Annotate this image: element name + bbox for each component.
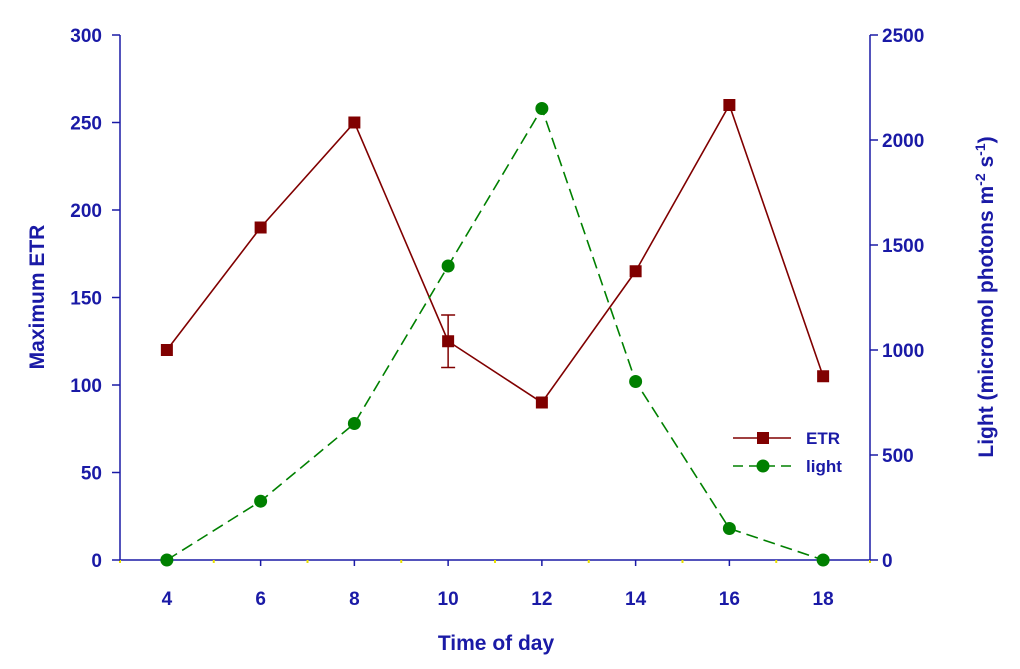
- y-left-axis-title: Maximum ETR: [26, 225, 49, 370]
- data-point-light: [535, 102, 549, 115]
- x-axis-title: Time of day: [438, 632, 555, 655]
- x-tick-label: 14: [625, 589, 647, 610]
- series-ETR: [160, 99, 830, 409]
- data-point-ETR: [442, 335, 455, 348]
- y-right-tick-label: 500: [882, 446, 914, 467]
- y-right-tick-label: 1500: [882, 236, 924, 257]
- data-point-light: [254, 494, 268, 508]
- legend-label-ETR: ETR: [806, 429, 840, 448]
- data-point-light: [722, 522, 736, 535]
- data-point-light: [347, 417, 361, 430]
- y-right-title-mid: s: [975, 156, 998, 174]
- y-right-tick-label: 1000: [882, 341, 924, 362]
- y-right-axis-title: Light (micromol photons m-2 s-1): [972, 136, 998, 457]
- y-right-title-sup1: -2: [972, 173, 988, 186]
- series-light: [160, 102, 830, 567]
- axes: 4 6 8 10 12 14 16 18 0 50 100 150 200 250 300 0 500 1000 1…: [70, 26, 924, 610]
- series-layer: [160, 99, 830, 567]
- y-left-tick-label: 150: [70, 289, 102, 310]
- x-tick-label: 10: [438, 589, 459, 610]
- data-point-ETR: [629, 265, 642, 278]
- x-tick-label: 12: [531, 589, 552, 610]
- legend-marker-ETR: [757, 432, 769, 444]
- x-tick-label: 8: [349, 589, 360, 610]
- data-point-light: [629, 375, 643, 388]
- legend-item-ETR: ETR: [733, 429, 840, 448]
- y-left-tick-label: 0: [91, 551, 102, 572]
- data-point-light: [441, 259, 455, 273]
- legend-item-light: light: [733, 457, 842, 476]
- x-tick-label: 6: [255, 589, 266, 610]
- x-tick-label: 16: [719, 589, 740, 610]
- y-left-tick-label: 300: [70, 26, 102, 47]
- data-point-ETR: [348, 116, 361, 129]
- data-point-ETR: [254, 221, 267, 234]
- legend-label-light: light: [806, 457, 842, 476]
- data-point-ETR: [535, 396, 548, 409]
- y-left-tick-label: 200: [70, 201, 102, 222]
- data-point-ETR: [723, 99, 736, 111]
- y-right-title-main: Light (micromol photons m: [975, 186, 998, 458]
- y-right-tick-label: 0: [882, 551, 893, 572]
- x-tick-label: 4: [162, 589, 173, 610]
- data-point-ETR: [817, 370, 830, 383]
- y-right-title-end: ): [975, 136, 998, 143]
- data-point-ETR: [160, 344, 173, 356]
- data-point-light: [160, 553, 174, 567]
- x-tick-label: 18: [813, 589, 834, 610]
- y-left-tick-label: 250: [70, 114, 102, 135]
- y-right-title-sup2: -1: [972, 143, 988, 156]
- y-left-tick-label: 100: [70, 376, 102, 397]
- data-point-light: [816, 553, 830, 567]
- y-left-tick-label: 50: [81, 464, 102, 485]
- legend-marker-light: [756, 459, 770, 473]
- y-right-tick-label: 2500: [882, 26, 924, 47]
- y-right-tick-label: 2000: [882, 131, 924, 152]
- legend: ETR light: [733, 429, 842, 476]
- series-line-light: [166, 106, 824, 561]
- series-line-ETR: [166, 103, 824, 404]
